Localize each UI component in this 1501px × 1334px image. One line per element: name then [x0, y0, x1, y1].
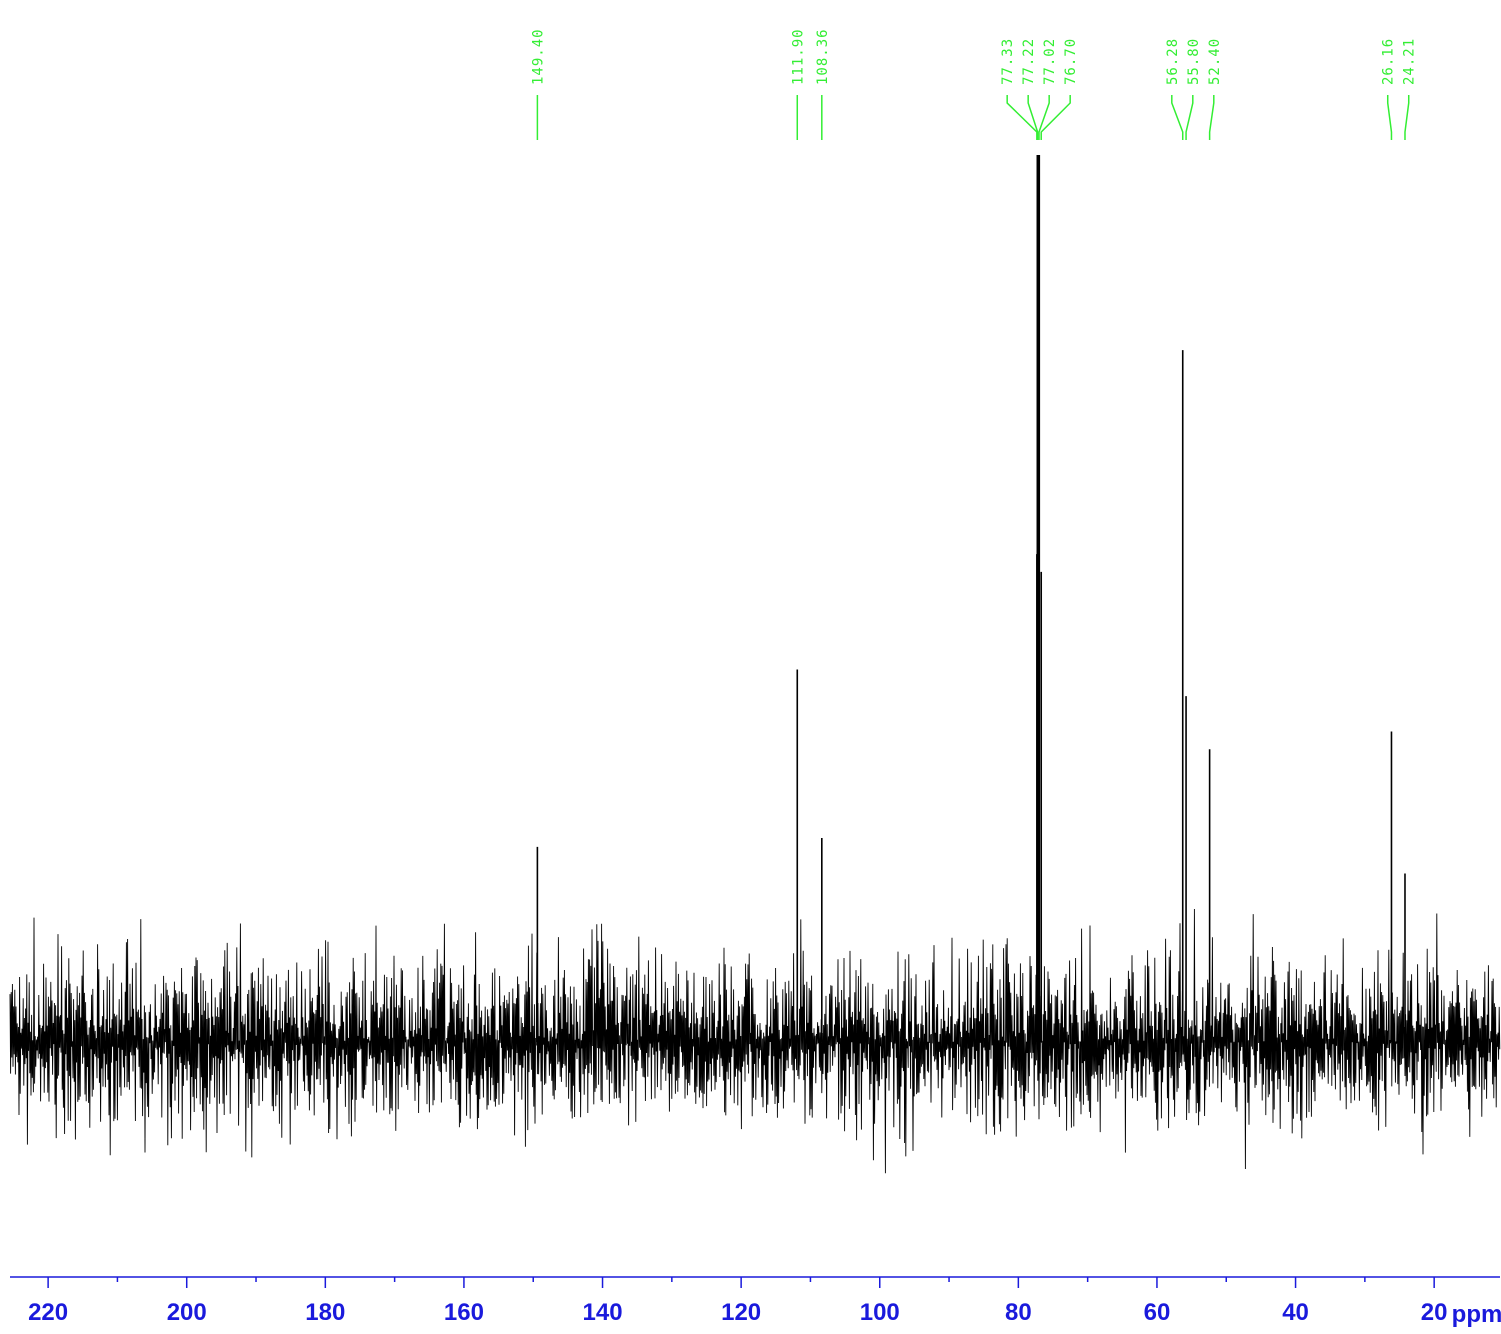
- x-tick-label: 100: [860, 1299, 900, 1326]
- peak-label: 77.02: [1042, 38, 1058, 85]
- peak-label: 149.40: [530, 28, 546, 85]
- x-axis: 220 200 180 160 140 120 100 80 60 40 20 ppm: [10, 1276, 1501, 1328]
- peak-label-group: 149.40 111.90 108.36 77.33 77.22 77.02 76.70 56…: [530, 28, 1418, 140]
- x-tick-label: 160: [444, 1299, 484, 1326]
- peak-label-connector: [1040, 95, 1071, 140]
- peak-label-connector: [1038, 95, 1050, 140]
- peak-label: 111.90: [790, 28, 806, 85]
- x-tick-label: 80: [1005, 1299, 1032, 1326]
- x-tick-label: 220: [28, 1299, 68, 1326]
- x-tick-label: 60: [1144, 1299, 1171, 1326]
- peak-label: 52.40: [1207, 38, 1223, 85]
- peak-label: 108.36: [815, 28, 831, 85]
- peak-label-connector: [1386, 95, 1393, 140]
- x-tick-label: 40: [1282, 1299, 1309, 1326]
- x-tick-label: 140: [583, 1299, 623, 1326]
- baseline-noise-trace: [9, 908, 1501, 1174]
- peak-label-connector: [1027, 95, 1039, 140]
- peak-label-connector: [1006, 95, 1038, 140]
- peak-label: 56.28: [1165, 38, 1181, 85]
- x-axis-unit-label: ppm: [1452, 1301, 1501, 1328]
- peak-label: 55.80: [1186, 38, 1202, 85]
- x-tick-label: 180: [305, 1299, 345, 1326]
- peak-label: 76.70: [1063, 38, 1079, 85]
- peak-label-connector: [1185, 95, 1194, 140]
- peak-label-connector: [1404, 95, 1410, 140]
- peak-label-connector: [1208, 95, 1215, 140]
- x-tick-label: 120: [721, 1299, 761, 1326]
- peak-label: 26.16: [1381, 38, 1397, 85]
- x-tick-label: 200: [167, 1299, 207, 1326]
- peak-label: 24.21: [1402, 38, 1418, 85]
- x-tick-label: 20: [1421, 1299, 1448, 1326]
- peak-label: 77.22: [1021, 38, 1037, 85]
- peak-label-connector: [1171, 95, 1184, 140]
- spectrum-trace-group: [9, 155, 1501, 1174]
- peak-label: 77.33: [1000, 38, 1016, 85]
